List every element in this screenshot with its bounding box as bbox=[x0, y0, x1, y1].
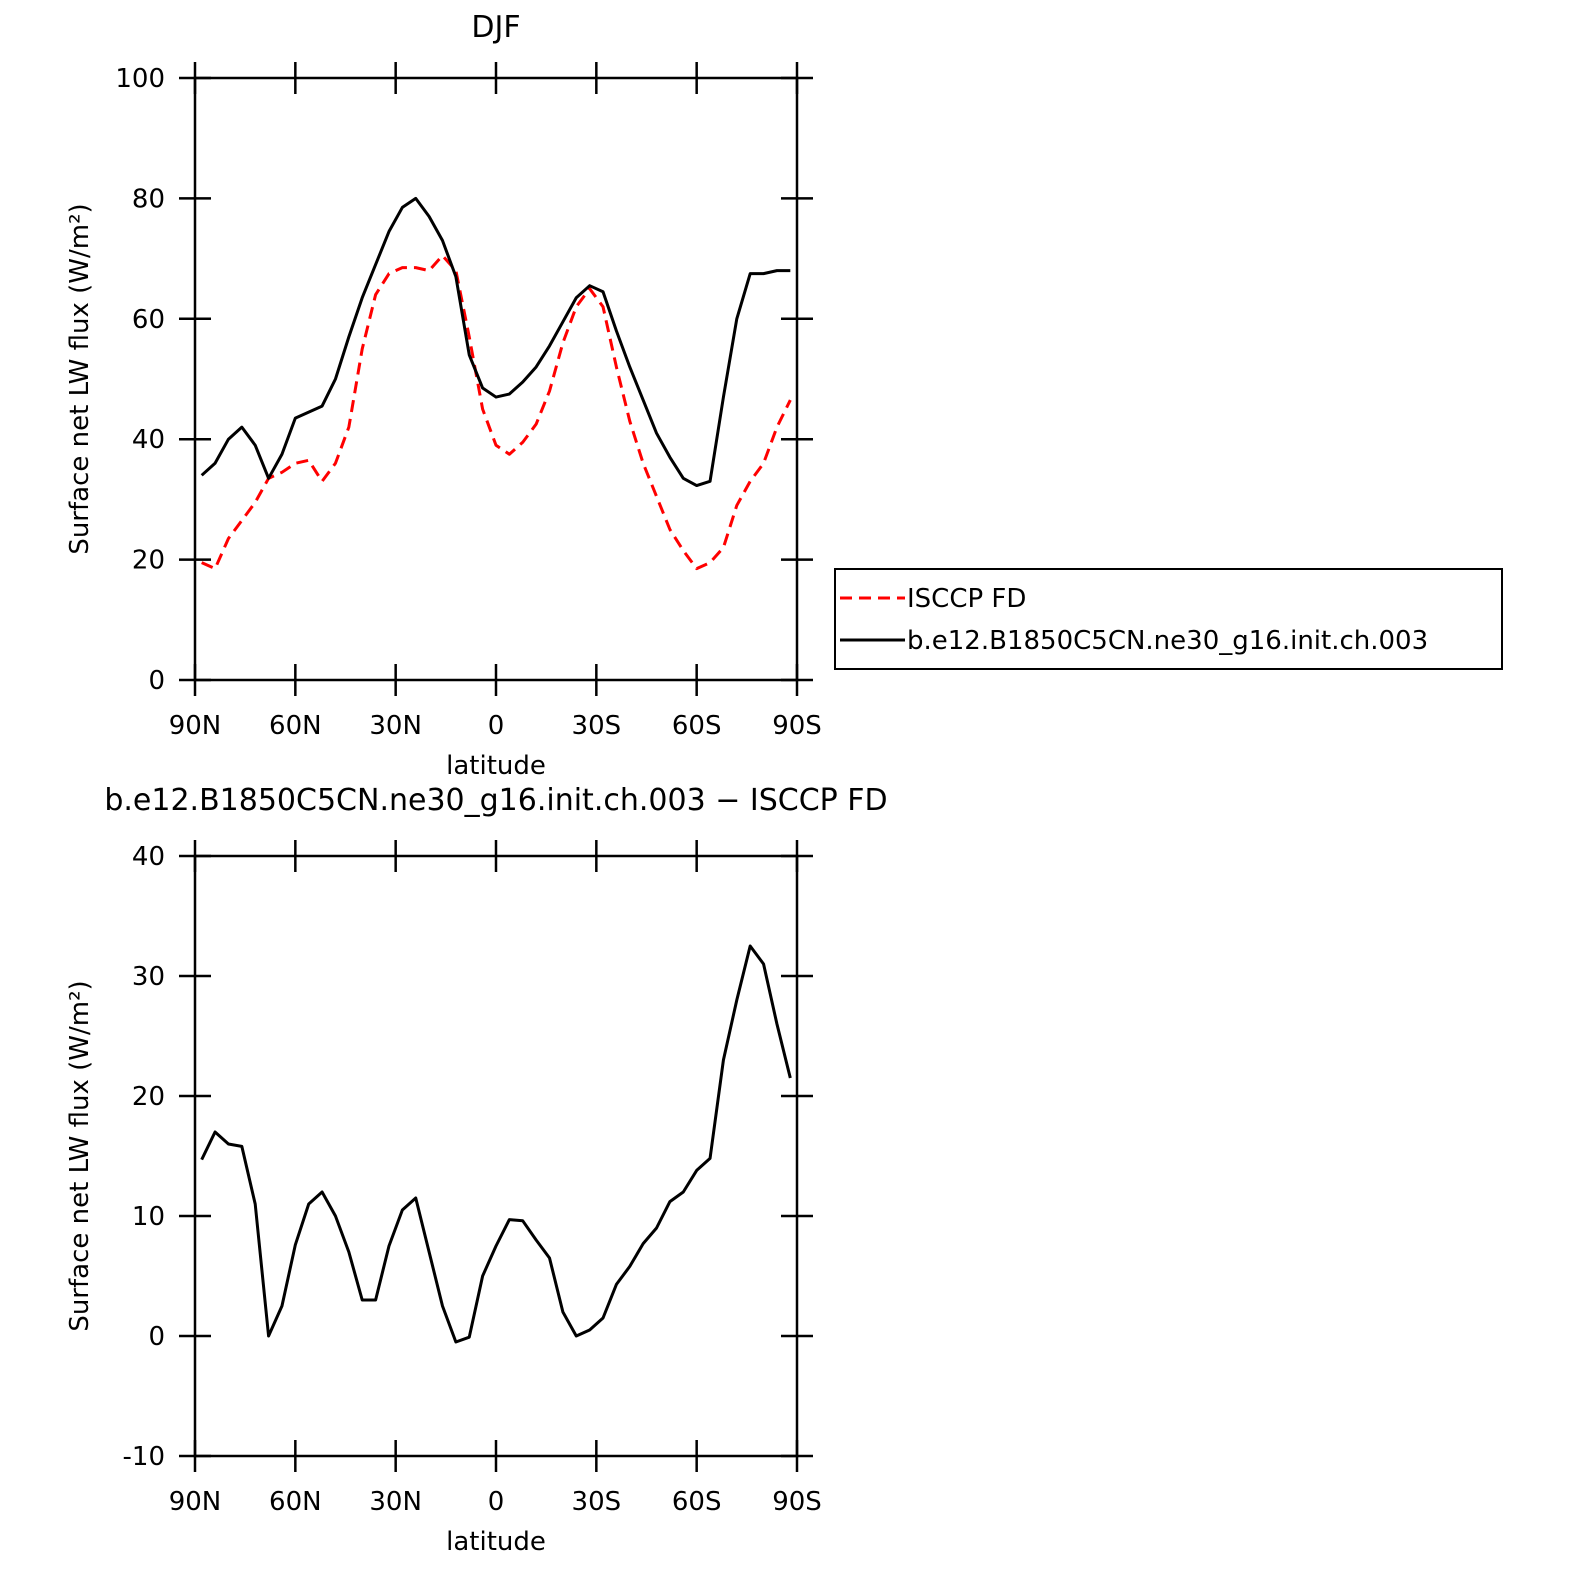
y-tick-label: 40 bbox=[132, 425, 165, 455]
y-tick-label: 20 bbox=[132, 1082, 165, 1112]
x-tick-label: 60S bbox=[672, 711, 722, 741]
x-tick-label: 0 bbox=[488, 711, 505, 741]
x-axis-label: latitude bbox=[446, 751, 546, 781]
x-tick-label: 90S bbox=[772, 1487, 822, 1517]
x-tick-label: 60N bbox=[269, 711, 322, 741]
y-tick-label: 100 bbox=[115, 64, 165, 94]
data-line bbox=[200, 944, 792, 1344]
y-tick-label: 80 bbox=[132, 184, 165, 214]
x-tick-label: 90N bbox=[169, 1487, 222, 1517]
chart-title: DJF bbox=[471, 10, 520, 45]
y-tick-label: 10 bbox=[132, 1202, 165, 1232]
plot-frame bbox=[193, 854, 799, 1458]
data-line bbox=[201, 254, 792, 571]
y-tick-label: -10 bbox=[123, 1442, 165, 1472]
plot-frame bbox=[193, 76, 799, 682]
y-tick-label: 20 bbox=[132, 546, 165, 576]
x-tick-label: 90N bbox=[169, 711, 222, 741]
x-tick-label: 30N bbox=[369, 1487, 422, 1517]
y-tick-label: 0 bbox=[148, 1322, 165, 1352]
y-axis-label: Surface net LW flux (W/m²) bbox=[65, 203, 95, 554]
y-axis-label: Surface net LW flux (W/m²) bbox=[65, 980, 95, 1331]
x-tick-label: 30S bbox=[572, 711, 622, 741]
x-tick-label: 90S bbox=[772, 711, 822, 741]
y-tick-label: 30 bbox=[132, 962, 165, 992]
y-tick-label: 40 bbox=[132, 842, 165, 872]
data-line bbox=[200, 196, 791, 488]
legend-box bbox=[834, 568, 1503, 670]
legend-label: b.e12.B1850C5CN.ne30_g16.init.ch.003 bbox=[907, 626, 1428, 656]
x-tick-label: 0 bbox=[488, 1487, 505, 1517]
legend-label: ISCCP FD bbox=[907, 584, 1026, 614]
x-tick-label: 30S bbox=[572, 1487, 622, 1517]
y-tick-label: 0 bbox=[148, 666, 165, 696]
x-axis-label: latitude bbox=[446, 1527, 546, 1557]
y-tick-label: 60 bbox=[132, 305, 165, 335]
x-tick-label: 30N bbox=[369, 711, 422, 741]
x-tick-label: 60S bbox=[672, 1487, 722, 1517]
chart-title: b.e12.B1850C5CN.ne30_g16.init.ch.003 − I… bbox=[104, 783, 887, 818]
x-tick-label: 60N bbox=[269, 1487, 322, 1517]
